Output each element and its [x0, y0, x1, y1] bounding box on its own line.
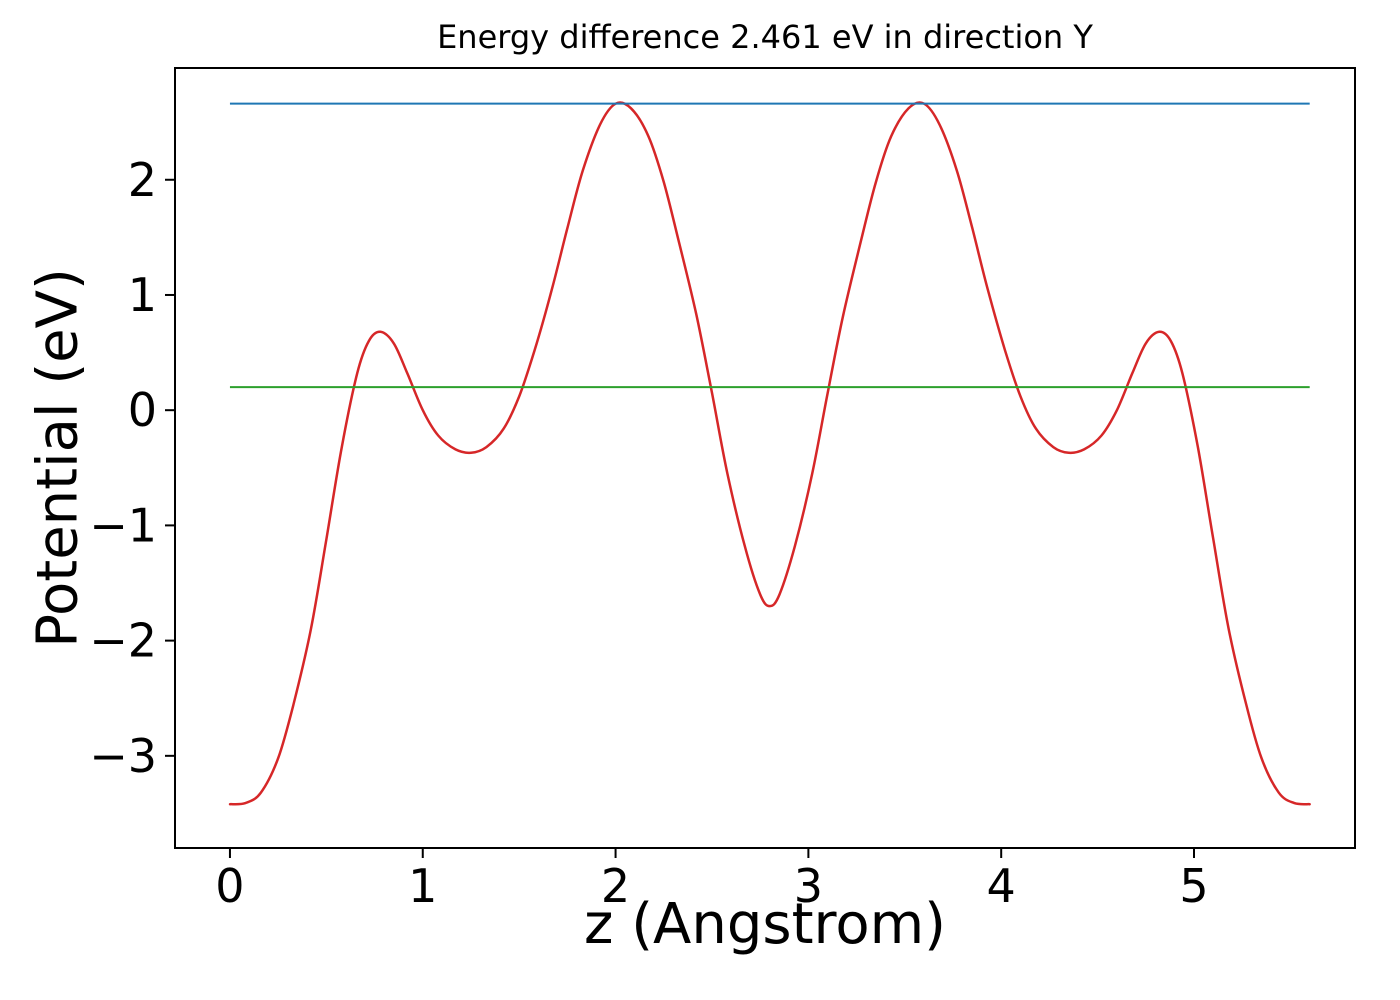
x-axis-tick-label: 5 — [1179, 859, 1208, 913]
y-axis-tick-label: 1 — [128, 268, 157, 322]
y-axis-tick-label: −2 — [89, 614, 157, 668]
y-axis-tick-label: 2 — [128, 153, 157, 207]
y-axis-tick-label: −3 — [89, 729, 157, 783]
x-axis-label: z (Angstrom) — [584, 892, 946, 957]
x-axis-tick-label: 1 — [408, 859, 437, 913]
plot-border — [174, 67, 1356, 849]
series-potential-profile — [228, 101, 1311, 806]
chart-title: Energy difference 2.461 eV in direction … — [437, 18, 1093, 56]
x-axis-tick-label: 2 — [601, 859, 630, 913]
x-axis-tick-label: 0 — [215, 859, 244, 913]
x-axis-tick-label: 3 — [794, 859, 823, 913]
x-axis-tick-label: 4 — [987, 859, 1016, 913]
y-axis-tick-label: −1 — [89, 498, 157, 552]
y-axis-tick-label: 0 — [128, 383, 157, 437]
